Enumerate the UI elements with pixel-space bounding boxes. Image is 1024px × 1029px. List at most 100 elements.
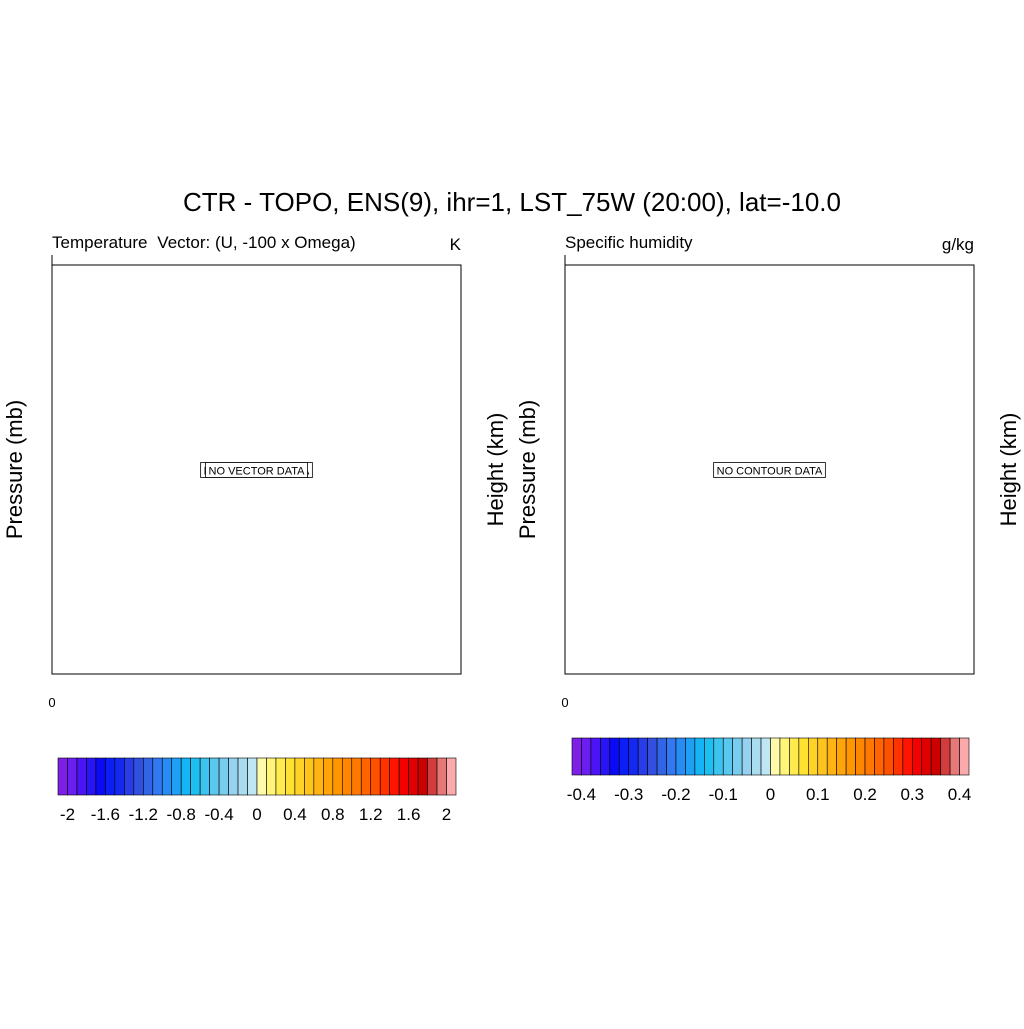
colorbar-box — [959, 737, 970, 776]
no-data-box — [713, 462, 826, 478]
colorbar-box — [86, 757, 97, 796]
colorbar-box — [67, 757, 78, 796]
colorbar-tick-label: -0.1 — [709, 785, 738, 804]
colorbar-box — [247, 757, 258, 796]
colorbar-box — [817, 737, 828, 776]
colorbar-tick-label: -1.2 — [129, 805, 158, 824]
colorbar-box — [95, 757, 106, 796]
colorbar-box — [256, 757, 267, 796]
colorbar-box — [666, 737, 677, 776]
no-data-box — [205, 462, 308, 478]
colorbar-box — [398, 757, 409, 796]
colorbar-tick-label: 0 — [766, 785, 775, 804]
colorbar-box — [713, 737, 724, 776]
colorbar-box — [656, 737, 667, 776]
colorbar-box — [949, 737, 960, 776]
colorbar-box — [228, 757, 239, 796]
colorbar-box — [864, 737, 875, 776]
left-label: Specific humidity — [565, 233, 693, 252]
colorbar-box — [590, 737, 601, 776]
colorbar-tick-label: 0.4 — [283, 805, 307, 824]
colorbar-box — [618, 737, 630, 776]
colorbar-box — [581, 737, 592, 776]
colorbar-box — [105, 757, 116, 796]
colorbar-box — [609, 737, 620, 776]
colorbar-box — [704, 737, 715, 776]
colorbar-box — [685, 737, 696, 776]
y-axis-label: Pressure (mb) — [515, 400, 540, 539]
colorbar-tick-label: 0.2 — [853, 785, 877, 804]
no-data-note: NO VECTOR DATA — [205, 462, 308, 478]
figure-title: CTR - TOPO, ENS(9), ihr=1, LST_75W (20:0… — [183, 187, 841, 217]
colorbar-box — [855, 737, 866, 776]
colorbar-box — [647, 737, 658, 776]
colorbar-tick-label: 0.1 — [806, 785, 830, 804]
colorbar-box — [152, 757, 163, 796]
colorbar-box — [332, 757, 343, 796]
colorbar-box — [76, 757, 87, 796]
colorbar-box — [218, 757, 229, 796]
colorbar-tick-label: -0.4 — [567, 785, 596, 804]
center-label: Vector: (U, -100 x Omega) — [157, 233, 355, 252]
colorbar-box — [209, 757, 220, 796]
colorbar-box — [180, 757, 191, 796]
colorbar-box — [798, 737, 809, 776]
colorbar-box — [304, 757, 315, 796]
colorbar-tick-label: -0.8 — [167, 805, 196, 824]
colorbar-tick-label: -0.2 — [661, 785, 690, 804]
colorbar-tick-label: 2 — [442, 805, 451, 824]
colorbar-box — [379, 757, 390, 796]
y-axis-label: Pressure (mb) — [2, 400, 27, 539]
y2-axis-label: Height (km) — [483, 413, 508, 527]
right-label: K — [450, 235, 462, 254]
x-tick-label: 0 — [48, 695, 55, 710]
colorbar-box — [808, 737, 819, 776]
colorbar-box — [902, 737, 913, 776]
plot-frame — [51, 264, 462, 675]
colorbar-box — [694, 737, 705, 776]
plot-frame — [564, 264, 975, 675]
colorbar-box — [341, 757, 353, 796]
colorbar-tick-label: 1.6 — [397, 805, 421, 824]
colorbar-box — [114, 757, 125, 796]
colorbar-box — [675, 737, 686, 776]
y2-axis-label: Height (km) — [996, 413, 1021, 527]
colorbar-box — [313, 757, 324, 796]
left-label: Temperature — [52, 233, 147, 252]
colorbar-tick-label: 1.2 — [359, 805, 383, 824]
colorbar-box — [408, 757, 419, 796]
colorbar-box — [446, 757, 457, 796]
colorbar-box — [124, 757, 135, 796]
colorbar-box — [628, 737, 639, 776]
colorbar-box — [722, 737, 733, 776]
colorbar-tick-label: -1.6 — [91, 805, 120, 824]
colorbar-box — [930, 737, 941, 776]
no-data-text: NO VECTOR DATA — [209, 466, 306, 478]
colorbar-box — [741, 737, 752, 776]
colorbar-tick-label: 0 — [252, 805, 261, 824]
colorbar-box — [351, 757, 362, 796]
colorbar-box — [417, 757, 428, 796]
colorbar-box — [789, 737, 800, 776]
colorbar-box — [940, 737, 951, 776]
colorbar-tick-label: -0.3 — [614, 785, 643, 804]
colorbar-box — [436, 757, 447, 796]
colorbar-box — [427, 757, 438, 796]
colorbar-box — [285, 757, 296, 796]
colorbar-box — [389, 757, 400, 796]
colorbar-box — [600, 737, 611, 776]
colorbar-box — [770, 737, 781, 776]
colorbar-box — [732, 737, 743, 776]
colorbar-box — [171, 757, 182, 796]
colorbar-box — [190, 757, 201, 796]
colorbar-box — [845, 737, 856, 776]
right-label: g/kg — [942, 235, 974, 254]
colorbar-box — [360, 757, 372, 796]
colorbar-tick-label: 0.8 — [321, 805, 345, 824]
colorbar-box — [637, 737, 648, 776]
colorbar-box — [161, 757, 173, 796]
colorbar-box — [199, 757, 210, 796]
colorbar-tick-label: 0.4 — [948, 785, 972, 804]
